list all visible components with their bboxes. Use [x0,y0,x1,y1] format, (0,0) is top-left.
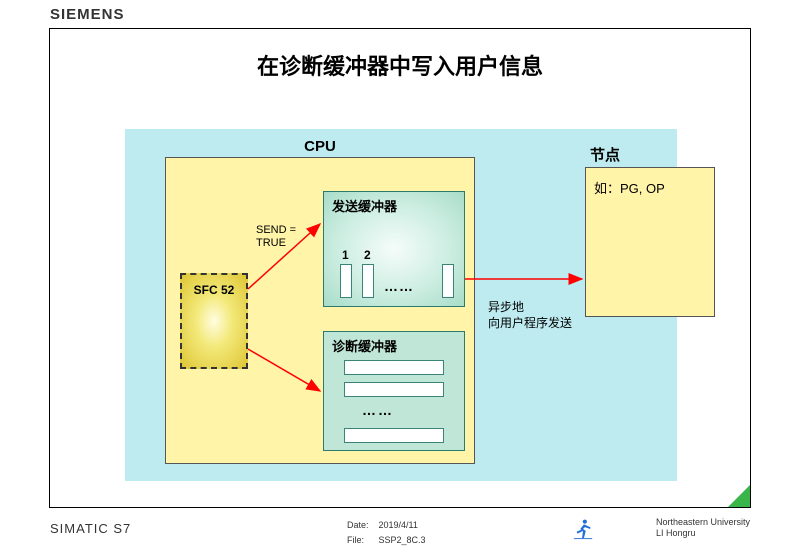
footer-university: Northeastern University LI Hongru [656,517,750,539]
node-box: 节点 如：PG, OP [585,167,715,317]
footer-meta: Date:2019/4/11 File:SSP2_8C.3 [345,517,436,549]
footer-product: SIMATIC S7 [50,521,131,536]
async-annotation: 异步地 向用户程序发送 [488,299,572,331]
cpu-label: CPU [166,138,474,155]
diag-buffer-box: 诊断缓冲器 …… [323,331,465,451]
node-subtitle: 如：PG, OP [594,178,665,197]
buffer-slot [362,264,374,298]
sfc52-label: SFC 52 [194,283,235,297]
footer: SIMATIC S7 Date:2019/4/11 File:SSP2_8C.3… [50,515,750,549]
buffer-row [344,382,444,397]
slot-label-1: 1 [342,248,349,262]
diag-buffer-title: 诊断缓冲器 [332,336,397,355]
node-label: 节点 [590,144,620,165]
send-buffer-title: 发送缓冲器 [332,196,397,215]
slot-label-2: 2 [364,248,371,262]
buffer-slot [442,264,454,298]
buffer-slot [340,264,352,298]
slide-frame: 在诊断缓冲器中写入用户信息 CPU SFC 52 发送缓冲器 1 2 …… 诊断… [49,28,751,508]
brand-logo-text: SIEMENS [50,6,125,23]
send-true-annotation: SEND = TRUE [256,224,296,250]
corner-triangle-icon [728,485,750,507]
ellipsis: …… [384,278,414,294]
ellipsis: …… [362,402,394,418]
buffer-row [344,428,444,443]
send-buffer-box: 发送缓冲器 1 2 …… [323,191,465,307]
slide-title: 在诊断缓冲器中写入用户信息 [50,49,750,81]
runner-icon [572,518,594,540]
sfc52-box: SFC 52 [180,273,248,369]
buffer-row [344,360,444,375]
